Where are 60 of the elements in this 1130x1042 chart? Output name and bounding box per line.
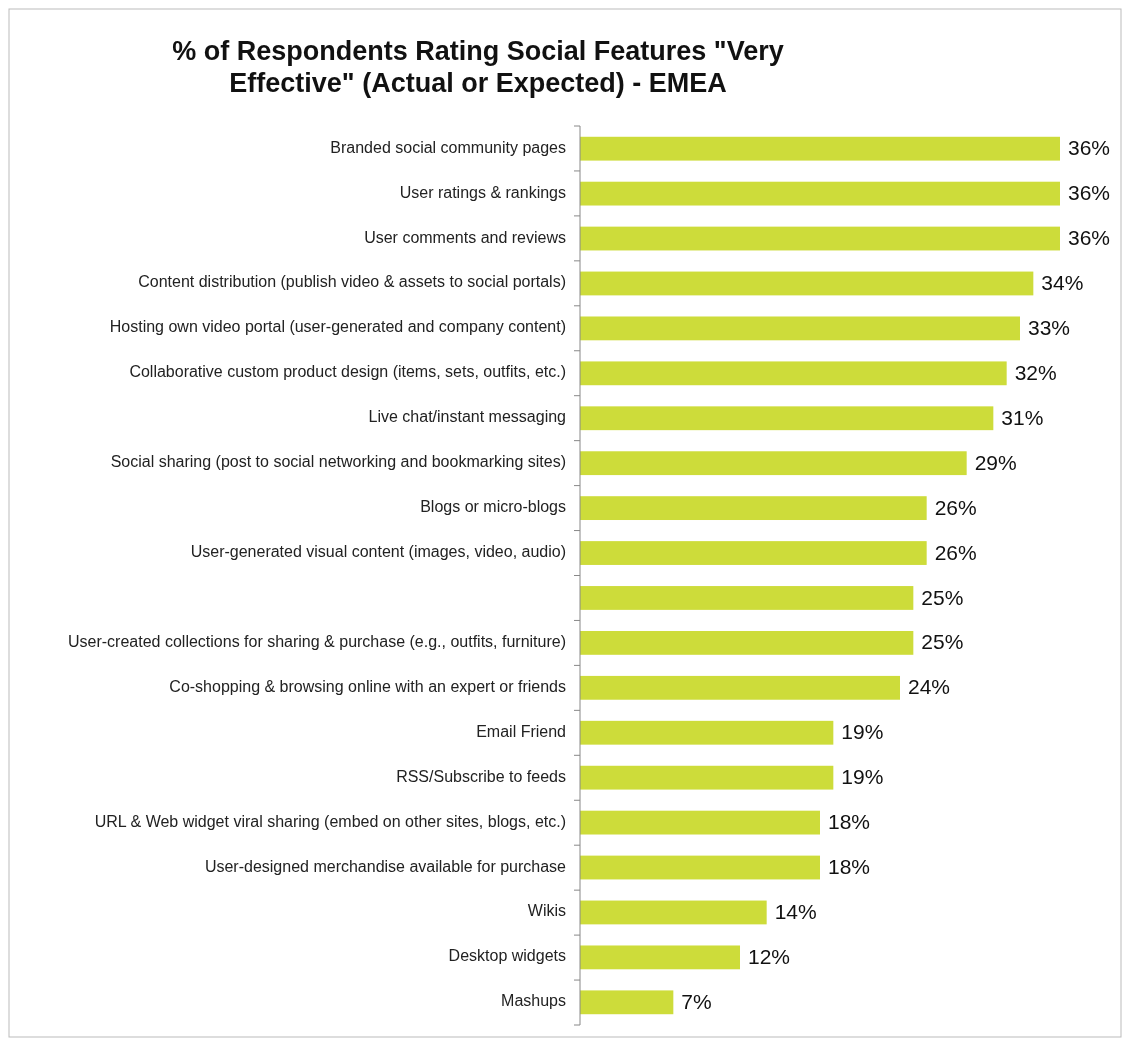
bar (580, 406, 994, 431)
data-label: 25% (921, 630, 964, 654)
data-label: 12% (748, 944, 791, 968)
data-label: 33% (1028, 315, 1071, 339)
data-label: 26% (934, 495, 977, 519)
y-tick-label: Social sharing (post to social networking and bookmarking sites) (110, 453, 566, 471)
bar (580, 630, 914, 655)
bar (580, 226, 1060, 251)
y-tick-label: Collaborative custom product design (items, sets, outfits, etc.) (129, 363, 566, 381)
data-label: 7% (681, 989, 712, 1013)
data-label: 26% (934, 540, 977, 564)
y-tick-label: Branded social community pages (330, 138, 566, 156)
bar (580, 586, 914, 610)
bar (580, 316, 1020, 341)
bar (580, 451, 967, 476)
data-label: 36% (1068, 136, 1111, 160)
bar (580, 361, 1007, 386)
y-tick-label: Live chat/instant messaging (368, 408, 566, 426)
y-tick-label: User-generated visual content (images, video, audio) (190, 543, 566, 561)
y-tick-label: User comments and reviews (364, 228, 566, 246)
y-tick-label: User-designed merchandise available for purchase (204, 857, 567, 875)
bar (580, 900, 767, 925)
y-tick-label: Wikis (527, 902, 566, 920)
data-label: 18% (828, 810, 871, 834)
data-label: 29% (974, 450, 1017, 474)
y-tick-label: Mashups (501, 992, 566, 1010)
data-label: 36% (1068, 181, 1111, 205)
bar (580, 271, 1034, 296)
bar (580, 810, 820, 835)
y-tick-label: RSS/Subscribe to feeds (396, 767, 566, 785)
data-label: 14% (774, 900, 817, 923)
y-tick-label: Content distribution (publish video & assets to social portals) (138, 273, 566, 291)
bar (580, 855, 820, 880)
bar (580, 136, 1060, 161)
bar (580, 541, 927, 565)
data-label: 31% (1001, 405, 1044, 429)
data-label: 34% (1041, 271, 1084, 295)
y-tick-label: URL & Web widget viral sharing (embed on other sites, blogs, etc.) (94, 812, 566, 830)
y-tick-label: Blogs or micro-blogs (420, 498, 566, 516)
bar (580, 496, 927, 521)
data-label: 24% (908, 675, 951, 699)
y-tick-label: Email Friend (476, 722, 566, 740)
y-tick-label: Co-shopping & browsing online with an expert or friends (169, 678, 566, 696)
chart-title: % of Respondents Rating Social Features "Very Effective" (Actual or Expected) - EMEA (172, 36, 784, 98)
bar (580, 720, 834, 745)
y-tick-label: Desktop widgets (448, 947, 566, 965)
data-label: 19% (841, 765, 884, 789)
bar (580, 181, 1060, 206)
data-label: 25% (921, 585, 964, 609)
data-label: 19% (841, 720, 884, 744)
bar (580, 765, 834, 790)
data-label: 32% (1014, 360, 1057, 384)
data-label: 36% (1068, 226, 1111, 250)
bar (580, 990, 674, 1015)
bar (580, 675, 900, 700)
bar (580, 945, 740, 970)
y-tick-label: Hosting own video portal (user-generated and company content) (109, 318, 566, 336)
y-tick-label: User ratings & rankings (399, 183, 566, 201)
y-tick-label: User-created collections for sharing & purchase (e.g., outfits, furniture) (68, 633, 566, 651)
data-label: 18% (828, 855, 871, 879)
